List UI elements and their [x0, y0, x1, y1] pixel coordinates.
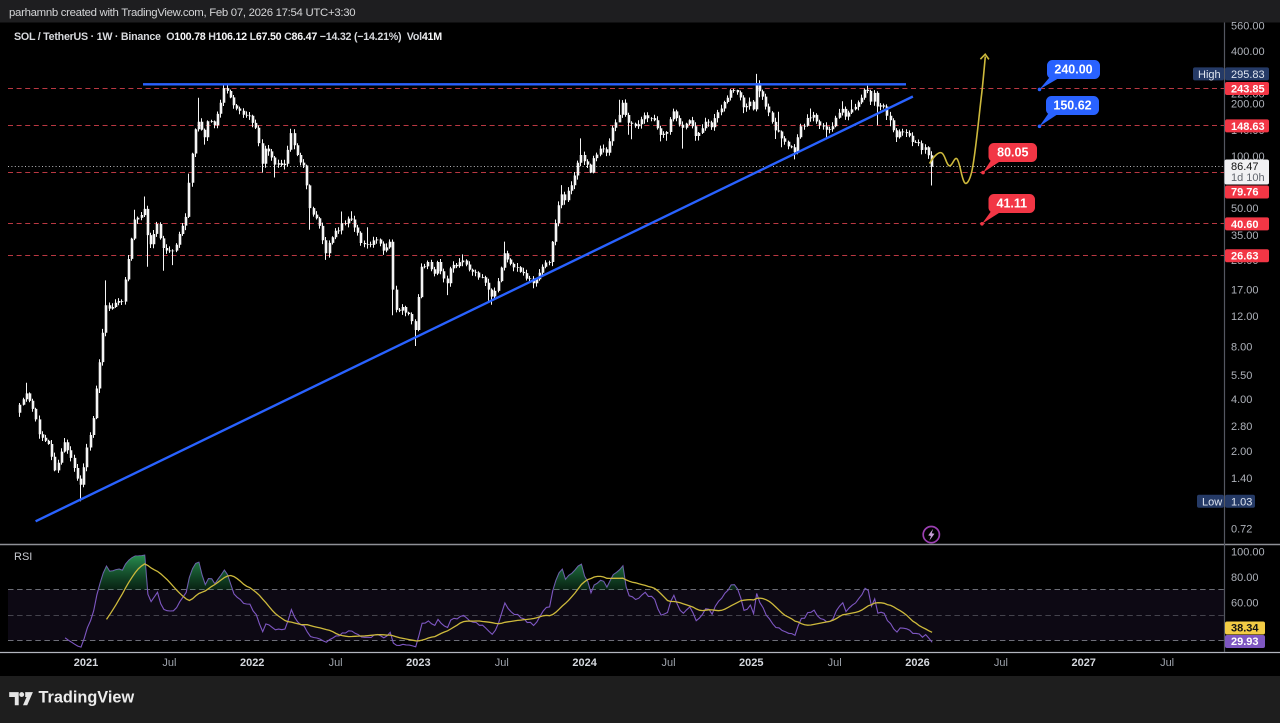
svg-text:17.00: 17.00: [1231, 285, 1259, 297]
svg-text:12.00: 12.00: [1231, 311, 1259, 323]
svg-text:TradingView: TradingView: [39, 689, 135, 707]
svg-text:High: High: [1198, 69, 1221, 81]
svg-text:400.00: 400.00: [1231, 46, 1265, 58]
svg-text:86.47: 86.47: [1231, 161, 1259, 173]
svg-text:2022: 2022: [240, 657, 264, 669]
svg-text:35.00: 35.00: [1231, 230, 1259, 242]
svg-text:80.05: 80.05: [997, 146, 1028, 160]
svg-text:243.85: 243.85: [1231, 84, 1265, 96]
svg-text:40.60: 40.60: [1231, 219, 1259, 231]
svg-text:Jul: Jul: [495, 657, 509, 669]
svg-text:Jul: Jul: [661, 657, 675, 669]
svg-text:1d 10h: 1d 10h: [1231, 172, 1265, 184]
svg-text:80.00: 80.00: [1231, 572, 1259, 584]
svg-text:Jul: Jul: [162, 657, 176, 669]
svg-text:SOL / TetherUS · 1W · Binance: SOL / TetherUS · 1W · Binance O100.78 H1…: [14, 31, 442, 43]
svg-text:200.00: 200.00: [1231, 99, 1265, 111]
svg-text:RSI: RSI: [14, 551, 32, 563]
svg-text:2025: 2025: [739, 657, 763, 669]
svg-text:100.00: 100.00: [1231, 547, 1265, 559]
svg-text:26.63: 26.63: [1231, 251, 1259, 263]
svg-text:240.00: 240.00: [1054, 63, 1092, 77]
svg-text:2023: 2023: [406, 657, 430, 669]
svg-text:0.72: 0.72: [1231, 523, 1252, 535]
svg-text:1.40: 1.40: [1231, 473, 1252, 485]
svg-text:2024: 2024: [572, 657, 597, 669]
svg-text:2.00: 2.00: [1231, 446, 1252, 458]
svg-text:60.00: 60.00: [1231, 597, 1259, 609]
svg-text:295.83: 295.83: [1231, 69, 1265, 81]
svg-text:2027: 2027: [1071, 657, 1095, 669]
svg-text:79.76: 79.76: [1231, 187, 1259, 199]
svg-text:Low: Low: [1202, 496, 1222, 508]
svg-text:5.50: 5.50: [1231, 370, 1252, 382]
svg-text:560.00: 560.00: [1231, 21, 1265, 33]
svg-text:4.00: 4.00: [1231, 394, 1252, 406]
svg-text:2026: 2026: [905, 657, 929, 669]
svg-text:38.34: 38.34: [1231, 623, 1259, 635]
svg-text:Jul: Jul: [329, 657, 343, 669]
svg-text:2.80: 2.80: [1231, 421, 1252, 433]
svg-text:8.00: 8.00: [1231, 342, 1252, 354]
svg-text:parhamnb created with TradingV: parhamnb created with TradingView.com, F…: [9, 7, 355, 19]
svg-text:Jul: Jul: [994, 657, 1008, 669]
svg-text:29.93: 29.93: [1231, 636, 1259, 648]
svg-text:2021: 2021: [74, 657, 98, 669]
svg-text:Jul: Jul: [1160, 657, 1174, 669]
svg-text:1.03: 1.03: [1231, 496, 1252, 508]
svg-text:Jul: Jul: [828, 657, 842, 669]
svg-text:148.63: 148.63: [1231, 121, 1265, 133]
svg-text:41.11: 41.11: [997, 197, 1028, 211]
svg-text:50.00: 50.00: [1231, 203, 1259, 215]
svg-text:150.62: 150.62: [1053, 99, 1091, 113]
